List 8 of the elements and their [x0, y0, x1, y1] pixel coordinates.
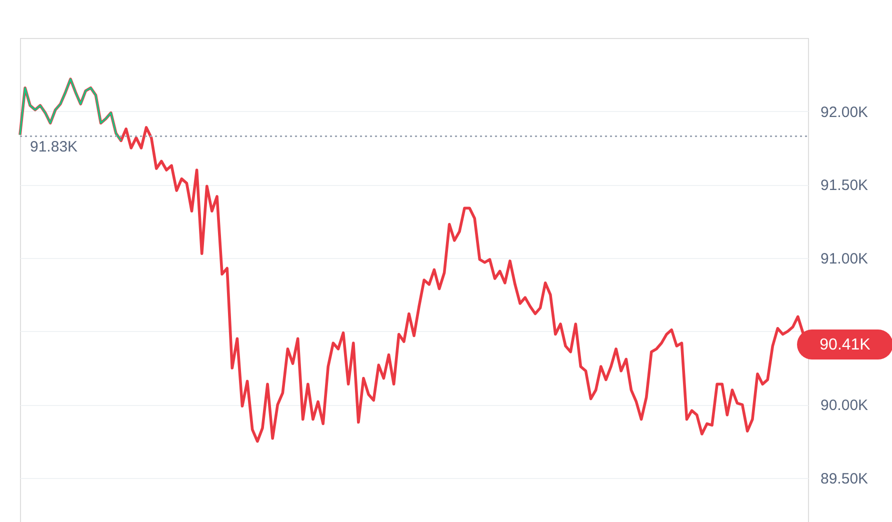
y-tick-label: 91.00K [820, 250, 868, 268]
line-series [19, 78, 122, 142]
text: 90.41K [820, 336, 871, 354]
y-tick-label: 91.50K [820, 177, 868, 194]
y-tick-label: 89.50K [820, 470, 868, 488]
y-tick-label: 92.00K [820, 104, 868, 121]
y-tick-label: 90.00K [820, 397, 868, 414]
ref-line-label: 91.83K [30, 138, 78, 156]
